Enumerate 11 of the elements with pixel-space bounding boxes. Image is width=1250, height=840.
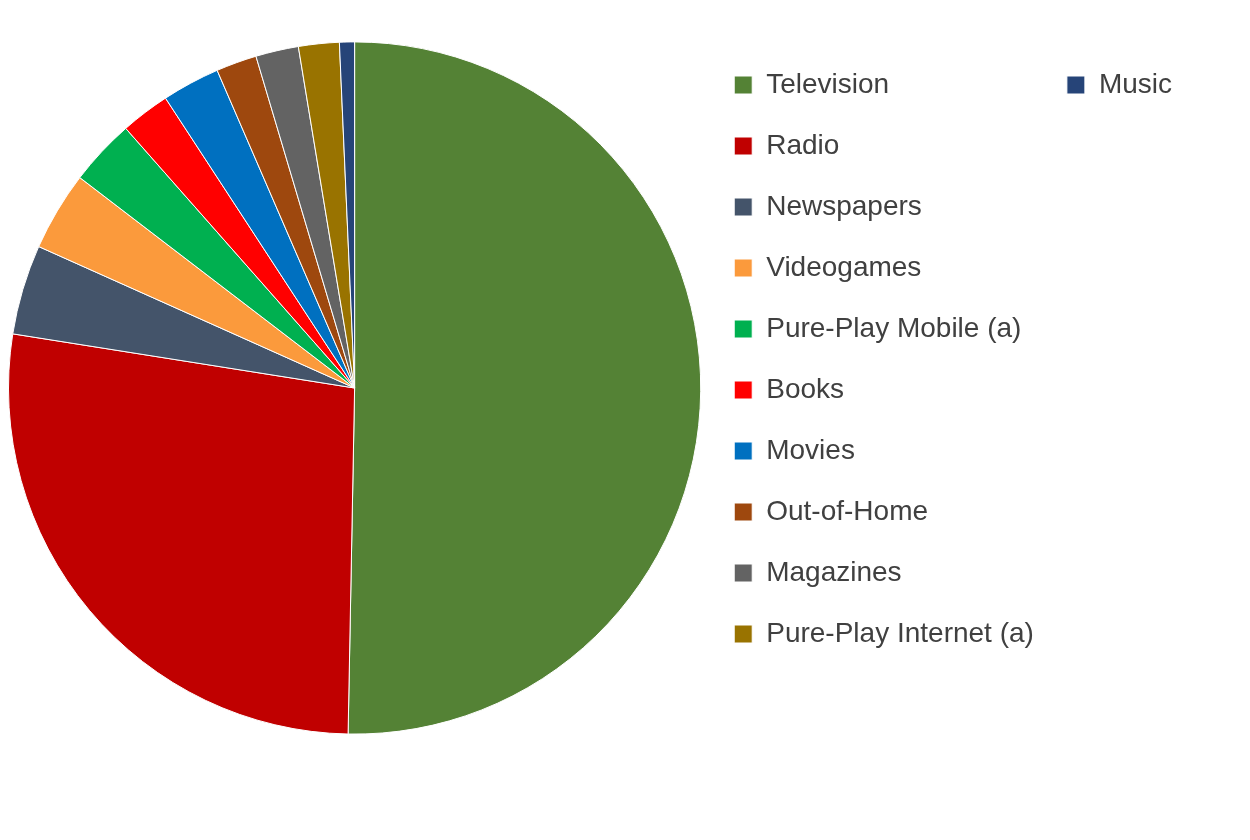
- legend-label: Pure-Play Internet (a): [766, 616, 1034, 648]
- legend-label: Books: [766, 372, 845, 404]
- legend-label: Radio: [766, 128, 840, 160]
- legend-label: Pure-Play Mobile (a): [766, 311, 1022, 343]
- legend-label: Newspapers: [766, 189, 922, 221]
- legend-label: Magazines: [766, 555, 902, 587]
- legend-label: Music: [1098, 67, 1173, 99]
- legend-label: Out-of-Home: [766, 494, 929, 526]
- legend-label: Videogames: [766, 250, 922, 282]
- legend-label: Movies: [766, 433, 855, 465]
- legend-label: Television: [766, 67, 890, 99]
